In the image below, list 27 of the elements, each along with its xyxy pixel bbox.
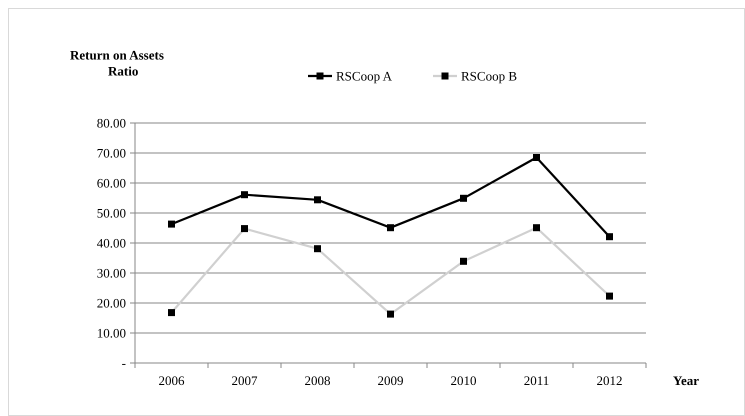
x-axis-title: Year bbox=[673, 373, 700, 388]
y-tick-label: 80.00 bbox=[96, 116, 126, 131]
y-tick-label: 20.00 bbox=[96, 296, 126, 311]
point bbox=[460, 194, 467, 202]
y-tick-label: 70.00 bbox=[96, 146, 126, 161]
y-tick-label: 60.00 bbox=[96, 176, 126, 191]
x-tick-label: 2012 bbox=[596, 373, 622, 388]
point bbox=[314, 196, 321, 204]
point bbox=[241, 191, 248, 198]
y-tick-label: 40.00 bbox=[96, 236, 126, 251]
point bbox=[387, 224, 394, 232]
legend-label: RSCoop B bbox=[461, 68, 518, 84]
x-tick-label: 2007 bbox=[232, 373, 258, 388]
x-tick-label: 2006 bbox=[158, 373, 185, 388]
legend-label: RSCoop A bbox=[336, 68, 393, 84]
point bbox=[533, 154, 540, 161]
point bbox=[606, 233, 613, 240]
y-tick-label: 10.00 bbox=[96, 326, 126, 341]
y-tick-label: 50.00 bbox=[96, 206, 126, 221]
point bbox=[168, 220, 175, 228]
x-tick-label: 2009 bbox=[378, 373, 404, 388]
y-tick-label: - bbox=[122, 356, 126, 371]
x-tick-label: 2008 bbox=[304, 373, 330, 388]
x-tick-label: 2010 bbox=[450, 373, 476, 388]
y-axis-title: Return on Assets Ratio bbox=[70, 48, 164, 78]
y-tick-label: 30.00 bbox=[96, 266, 126, 281]
x-tick-label: 2011 bbox=[524, 373, 550, 388]
